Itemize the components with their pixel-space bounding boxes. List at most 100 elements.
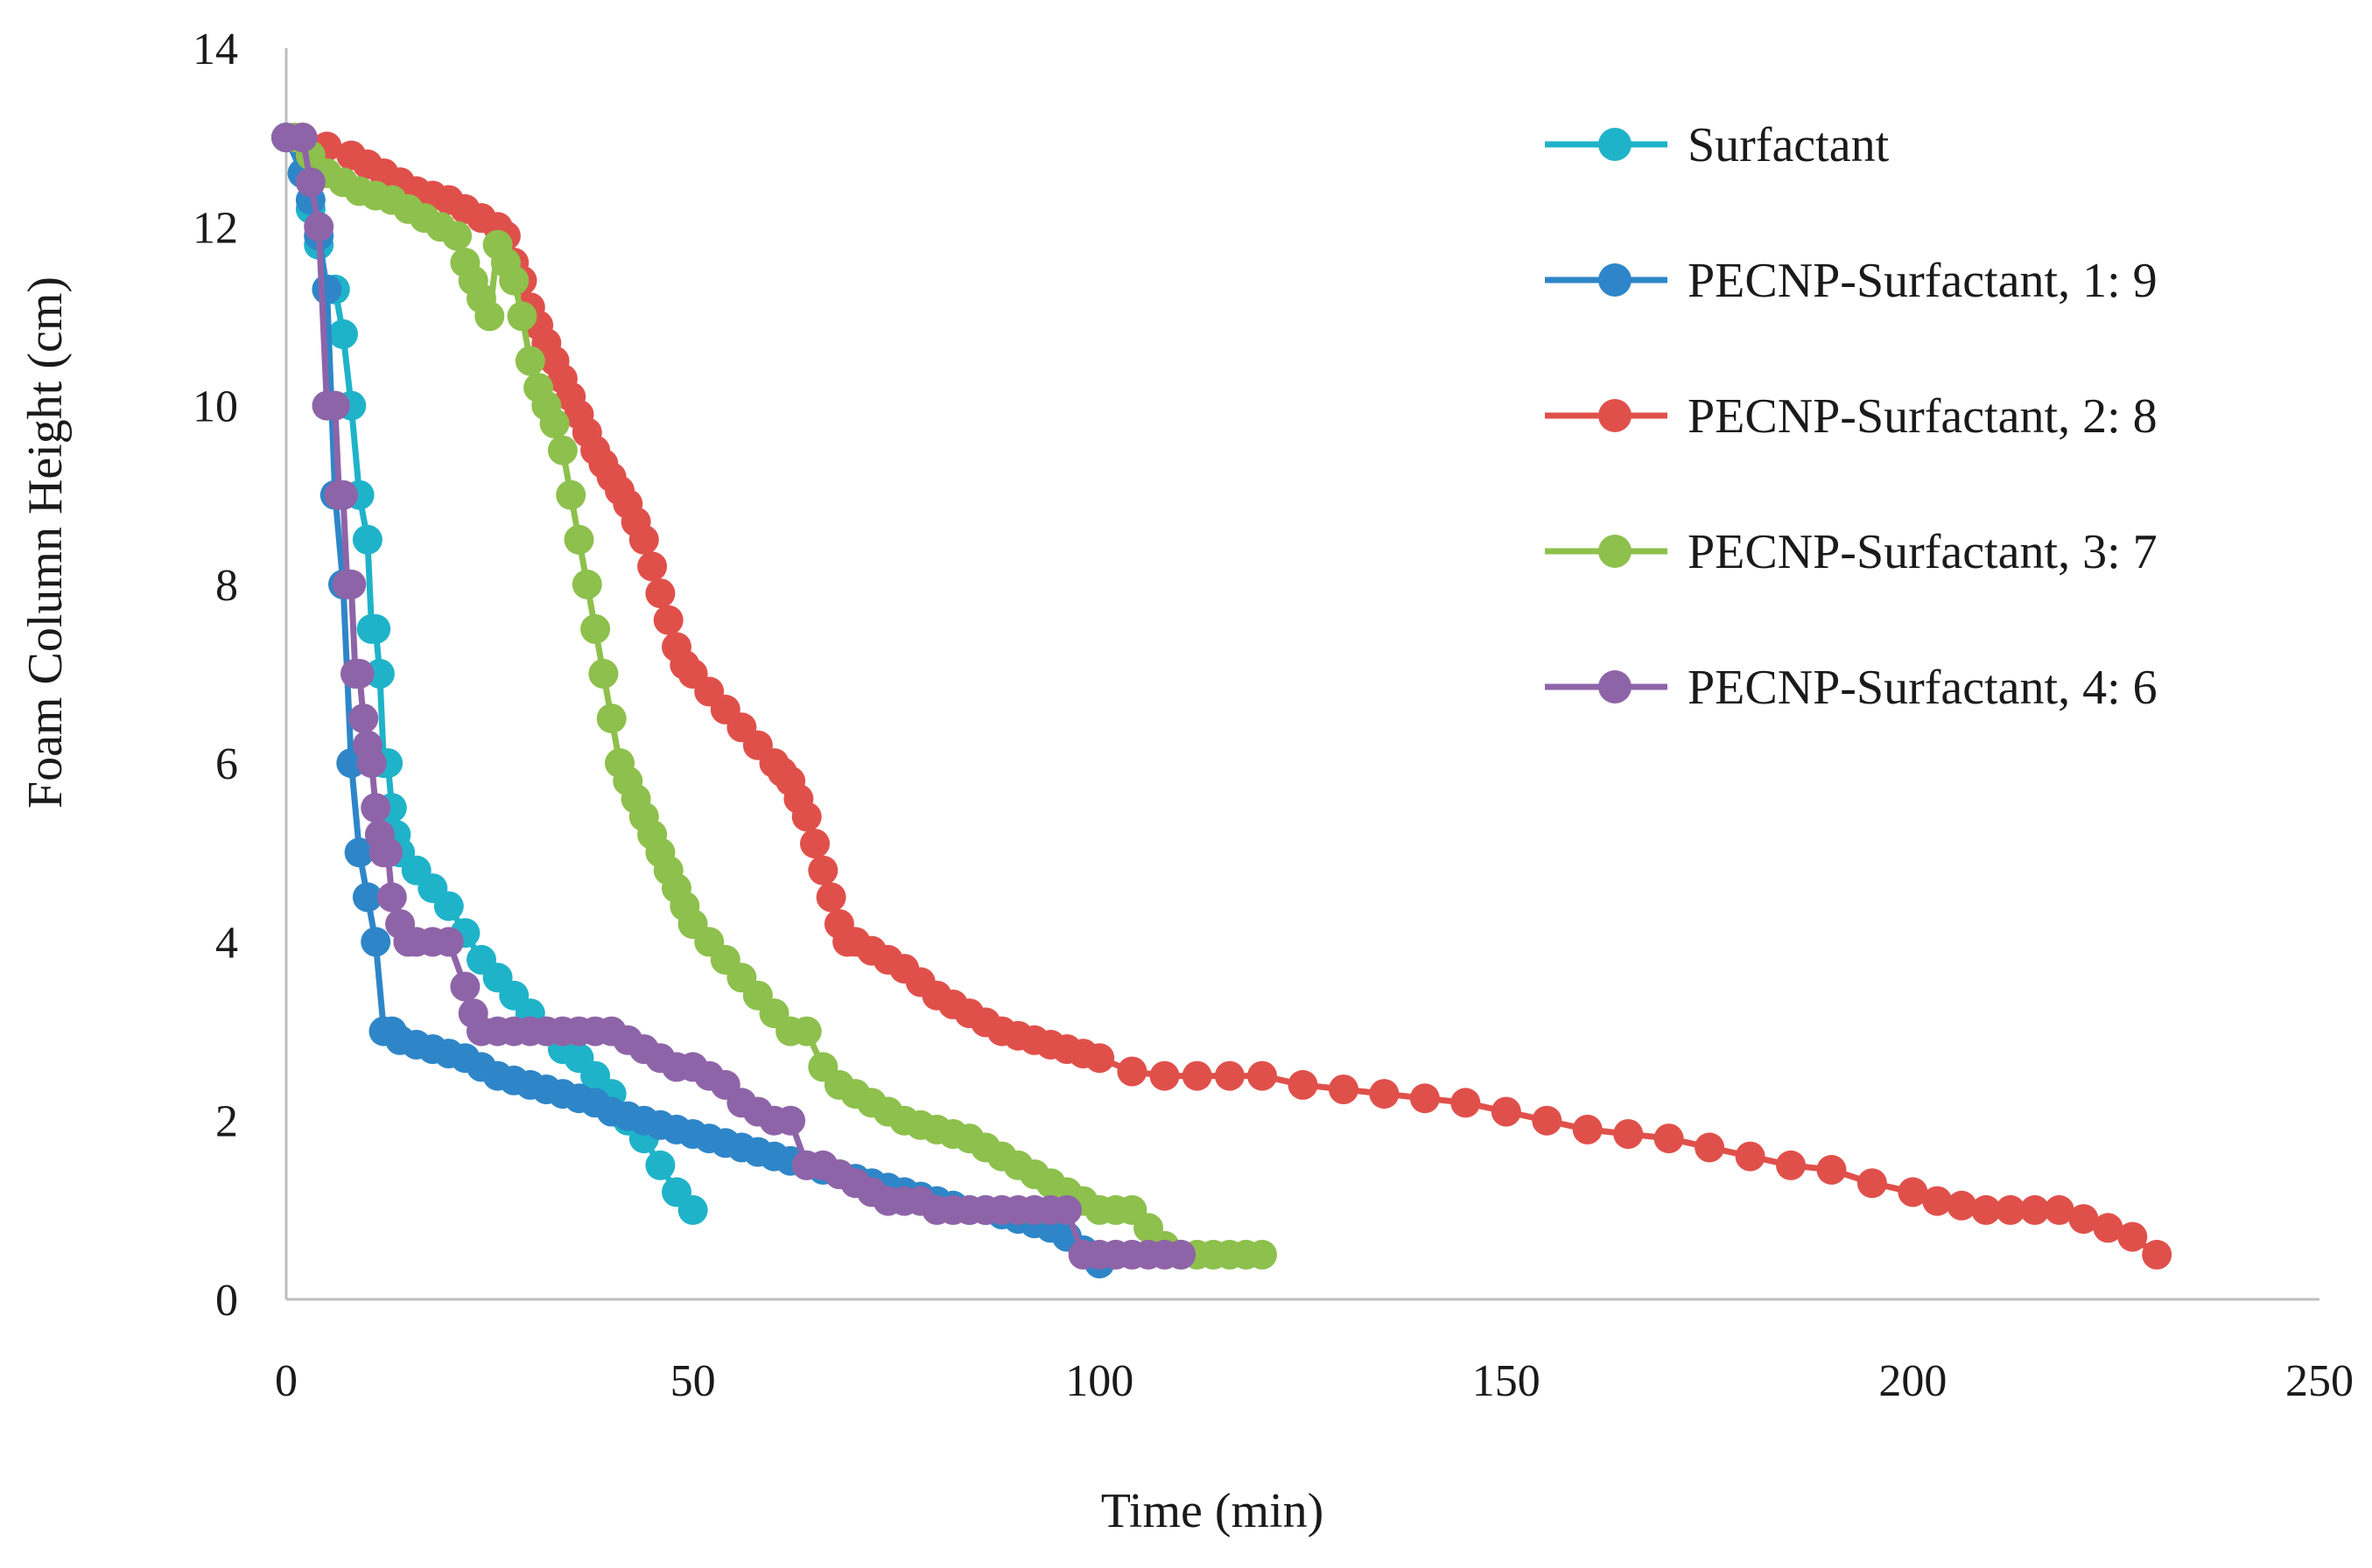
legend-label: PECNP-Surfactant, 4: 6 xyxy=(1688,661,2158,715)
y-tick-label: 2 xyxy=(215,1097,238,1147)
series-4 xyxy=(279,122,1277,1270)
data-point xyxy=(1369,1079,1400,1110)
series-5 xyxy=(271,122,1197,1270)
data-point xyxy=(361,927,391,957)
legend-marker xyxy=(1598,535,1632,568)
data-point xyxy=(344,659,375,689)
y-tick-label: 6 xyxy=(215,739,238,789)
data-point xyxy=(373,837,404,868)
legend-marker xyxy=(1598,399,1632,432)
series-3 xyxy=(287,122,2172,1270)
data-point xyxy=(1329,1074,1358,1104)
data-point xyxy=(791,802,822,832)
data-point xyxy=(328,480,358,510)
data-point xyxy=(677,1194,708,1225)
data-point xyxy=(572,569,602,599)
legend-entry: PECNP-Surfactant, 4: 6 xyxy=(1545,661,2158,715)
data-point xyxy=(319,390,350,421)
data-point xyxy=(637,551,668,582)
data-point xyxy=(628,524,659,555)
data-point xyxy=(361,613,391,644)
legend-label: PECNP-Surfactant, 3: 7 xyxy=(1688,525,2158,579)
data-point xyxy=(1288,1069,1318,1100)
legend-label: PECNP-Surfactant, 2: 8 xyxy=(1688,389,2158,444)
legend-entry: PECNP-Surfactant, 3: 7 xyxy=(1545,525,2158,579)
data-point xyxy=(1776,1150,1806,1180)
data-point xyxy=(304,212,334,242)
data-point xyxy=(653,605,684,635)
data-point xyxy=(1182,1060,1212,1091)
data-point xyxy=(800,829,830,859)
legend-entry: PECNP-Surfactant, 2: 8 xyxy=(1545,389,2158,444)
data-point xyxy=(1247,1239,1277,1270)
x-tick-label: 100 xyxy=(1065,1356,1133,1406)
data-point xyxy=(547,435,578,466)
data-point xyxy=(539,409,570,438)
legend-label: PECNP-Surfactant, 1: 9 xyxy=(1688,254,2158,308)
series-group xyxy=(271,122,2172,1279)
data-point xyxy=(507,301,537,332)
data-point xyxy=(1052,1194,1082,1225)
series-line xyxy=(283,136,1102,1266)
y-tick-label: 14 xyxy=(193,24,238,74)
y-tick-label: 12 xyxy=(193,203,238,253)
data-point xyxy=(1898,1177,1928,1208)
data-point xyxy=(2068,1204,2099,1235)
data-point xyxy=(775,1105,806,1136)
data-point xyxy=(450,971,481,1002)
data-point xyxy=(364,659,395,689)
data-point xyxy=(2142,1239,2172,1270)
data-point xyxy=(1735,1141,1765,1172)
legend-label: Surfactant xyxy=(1688,118,1890,172)
data-point xyxy=(645,578,676,609)
data-point xyxy=(1695,1132,1725,1163)
data-point xyxy=(474,301,505,332)
data-point xyxy=(515,346,545,376)
data-point xyxy=(1214,1060,1245,1091)
series-2 xyxy=(271,122,1115,1279)
legend-marker xyxy=(1598,263,1632,297)
data-point xyxy=(1084,1043,1115,1074)
data-point xyxy=(1947,1190,1977,1221)
x-tick-label: 200 xyxy=(1878,1356,1947,1406)
x-tick-label: 50 xyxy=(670,1356,716,1406)
data-point xyxy=(328,318,358,349)
data-point xyxy=(791,1016,822,1046)
y-tick-label: 0 xyxy=(215,1276,238,1326)
x-tick-label: 150 xyxy=(1472,1356,1540,1406)
y-tick-label: 8 xyxy=(215,561,238,611)
data-point xyxy=(2117,1222,2148,1252)
data-point xyxy=(564,524,594,555)
data-point xyxy=(433,927,464,957)
data-point xyxy=(1247,1060,1277,1091)
series-line xyxy=(291,135,1262,1258)
legend: Surfactant PECNP-Surfactant, 1: 9 PECNP-Su… xyxy=(1545,118,2158,715)
x-axis-title: Time (min) xyxy=(1101,1484,1324,1538)
x-tick-label: 250 xyxy=(2285,1356,2354,1406)
data-point xyxy=(1450,1088,1481,1118)
data-point xyxy=(1166,1239,1197,1270)
data-point xyxy=(1995,1194,2025,1225)
data-point xyxy=(1409,1083,1440,1114)
legend-entry: Surfactant xyxy=(1545,118,1890,172)
data-point xyxy=(2093,1213,2123,1243)
legend-marker xyxy=(1598,670,1632,704)
data-point xyxy=(1149,1060,1180,1091)
data-point xyxy=(596,704,627,734)
data-point xyxy=(499,265,530,296)
data-point xyxy=(1922,1186,1953,1216)
data-point xyxy=(287,122,318,153)
data-point xyxy=(816,882,846,913)
data-point xyxy=(352,524,382,555)
data-point xyxy=(361,793,391,823)
legend-marker xyxy=(1598,128,1632,161)
data-point xyxy=(2019,1194,2050,1225)
axes: 0 2 4 6 8 10 12 14 0 50 100 150 200 250 xyxy=(193,24,2354,1406)
data-point xyxy=(1816,1154,1847,1185)
data-point xyxy=(2044,1194,2074,1225)
data-point xyxy=(1117,1056,1147,1087)
data-point xyxy=(1971,1194,2001,1225)
data-point xyxy=(556,480,586,510)
